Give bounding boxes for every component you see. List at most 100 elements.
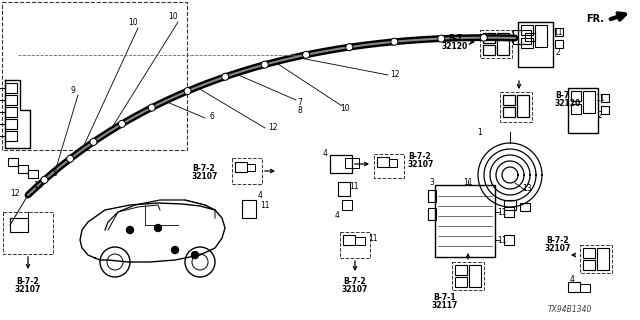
Circle shape bbox=[192, 254, 208, 270]
Bar bbox=[342, 200, 352, 210]
Text: 12: 12 bbox=[390, 69, 400, 78]
Bar bbox=[343, 235, 355, 245]
Bar bbox=[5, 107, 17, 117]
Bar bbox=[5, 131, 17, 141]
Bar bbox=[232, 158, 262, 184]
Text: 11: 11 bbox=[463, 178, 473, 187]
Bar bbox=[503, 107, 515, 117]
Bar bbox=[3, 212, 53, 254]
Text: 10: 10 bbox=[340, 103, 350, 113]
Text: 32107: 32107 bbox=[408, 159, 435, 169]
Bar bbox=[480, 30, 512, 58]
Text: FR.: FR. bbox=[586, 14, 604, 24]
Bar bbox=[571, 104, 581, 114]
Bar bbox=[580, 284, 590, 292]
Bar bbox=[601, 94, 609, 102]
Text: 11: 11 bbox=[368, 234, 378, 243]
Text: B-7-2: B-7-2 bbox=[192, 164, 214, 172]
Text: 12: 12 bbox=[10, 188, 20, 197]
Bar bbox=[455, 277, 467, 287]
Text: B-7-2: B-7-2 bbox=[17, 277, 39, 286]
Text: TX94B1340: TX94B1340 bbox=[548, 305, 593, 314]
Bar bbox=[345, 158, 359, 168]
Text: 2: 2 bbox=[556, 47, 561, 57]
Circle shape bbox=[100, 247, 130, 277]
Text: 9: 9 bbox=[70, 85, 76, 94]
Text: 4: 4 bbox=[323, 148, 328, 157]
Bar bbox=[428, 190, 436, 202]
Text: 4: 4 bbox=[335, 211, 339, 220]
Text: 3: 3 bbox=[429, 178, 435, 187]
Bar bbox=[18, 165, 28, 173]
Bar bbox=[235, 162, 247, 172]
Text: 2: 2 bbox=[598, 110, 602, 119]
Text: 11: 11 bbox=[260, 201, 269, 210]
Circle shape bbox=[172, 246, 179, 253]
Circle shape bbox=[184, 88, 191, 95]
Bar bbox=[504, 200, 516, 210]
Circle shape bbox=[154, 225, 161, 231]
Bar bbox=[517, 95, 529, 117]
Bar bbox=[455, 265, 467, 275]
Text: 4: 4 bbox=[257, 190, 262, 199]
Text: 4: 4 bbox=[570, 276, 575, 284]
Text: B-7-2: B-7-2 bbox=[408, 151, 431, 161]
Bar bbox=[518, 22, 553, 67]
Bar bbox=[247, 164, 255, 171]
Bar bbox=[583, 260, 595, 270]
Circle shape bbox=[391, 38, 398, 45]
Text: 11: 11 bbox=[553, 28, 563, 36]
Bar bbox=[520, 203, 530, 211]
Bar bbox=[568, 282, 580, 292]
Bar bbox=[555, 28, 563, 36]
Bar bbox=[340, 232, 370, 258]
Text: B-7: B-7 bbox=[448, 34, 462, 43]
Text: 32107: 32107 bbox=[342, 285, 368, 294]
Bar bbox=[525, 33, 535, 41]
Text: 7: 7 bbox=[298, 98, 303, 107]
Text: 5: 5 bbox=[52, 169, 58, 178]
Bar bbox=[8, 158, 18, 166]
Circle shape bbox=[107, 254, 123, 270]
Bar bbox=[571, 91, 581, 101]
Text: 1: 1 bbox=[477, 127, 483, 137]
Bar bbox=[377, 157, 389, 167]
Circle shape bbox=[261, 61, 268, 68]
Bar bbox=[242, 200, 256, 218]
Text: 13: 13 bbox=[522, 183, 532, 193]
Circle shape bbox=[148, 104, 156, 111]
Bar bbox=[469, 265, 481, 287]
Bar bbox=[2, 2, 187, 150]
Text: B-7-1: B-7-1 bbox=[434, 293, 456, 302]
Bar bbox=[497, 33, 509, 55]
Circle shape bbox=[438, 35, 445, 42]
Text: 8: 8 bbox=[298, 106, 302, 115]
Bar bbox=[435, 185, 495, 257]
Circle shape bbox=[221, 73, 228, 80]
Bar bbox=[580, 245, 612, 273]
Text: 11: 11 bbox=[497, 236, 507, 244]
Bar bbox=[555, 40, 563, 48]
Text: 32107: 32107 bbox=[15, 285, 41, 294]
Text: 32117: 32117 bbox=[432, 301, 458, 310]
Bar bbox=[355, 237, 365, 245]
Bar bbox=[374, 154, 404, 178]
Text: 11: 11 bbox=[595, 93, 605, 102]
Text: 12: 12 bbox=[268, 123, 278, 132]
Text: 11: 11 bbox=[497, 207, 507, 217]
Bar bbox=[583, 248, 595, 258]
Bar bbox=[483, 33, 495, 43]
Bar bbox=[428, 208, 436, 220]
Text: 32120: 32120 bbox=[442, 42, 468, 51]
Circle shape bbox=[118, 120, 125, 127]
Circle shape bbox=[480, 34, 487, 41]
Bar bbox=[500, 92, 532, 122]
Bar bbox=[330, 155, 352, 173]
Circle shape bbox=[90, 139, 97, 146]
Bar bbox=[5, 95, 17, 105]
Bar bbox=[504, 235, 514, 245]
Circle shape bbox=[191, 252, 198, 259]
Bar bbox=[10, 218, 28, 232]
Text: 6: 6 bbox=[209, 111, 214, 121]
Text: 11: 11 bbox=[349, 181, 359, 190]
